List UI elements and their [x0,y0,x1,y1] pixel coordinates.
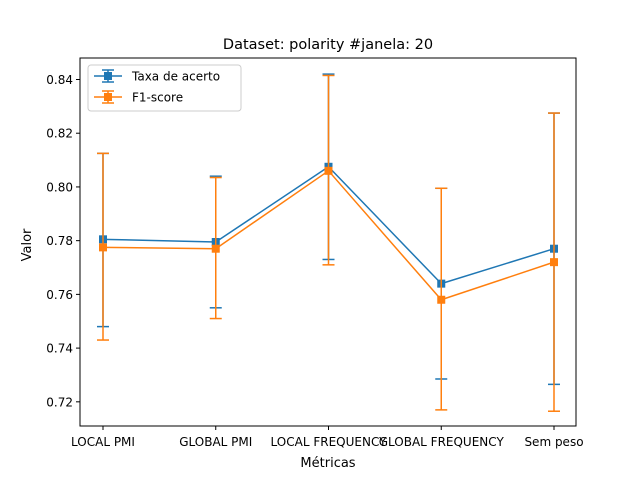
legend-marker [104,72,112,80]
legend-marker [104,93,112,101]
x-tick-label: GLOBAL PMI [179,435,252,449]
y-tick-label: 0.74 [46,342,73,356]
y-tick-label: 0.76 [46,288,73,302]
y-tick-label: 0.80 [46,180,73,194]
x-tick-label: GLOBAL FREQUENCY [379,435,505,449]
y-axis-label: Valor [20,228,35,261]
y-tick-label: 0.72 [46,395,73,409]
data-point [211,244,220,253]
legend-box [87,64,242,112]
x-axis-label: Métricas [300,456,355,471]
x-tick-label: LOCAL PMI [71,435,135,449]
y-tick-label: 0.82 [46,127,73,141]
y-tick-label: 0.84 [46,73,73,87]
plot-frame [79,57,577,427]
legend-label: Taxa de acerto [131,70,220,84]
chart-title: Dataset: polarity #janela: 20 [223,37,433,53]
legend-label: F1-score [132,91,183,105]
data-point [437,295,446,304]
x-tick-label: LOCAL FREQUENCY [271,435,388,449]
data-point [324,166,333,175]
x-tick-label: Sem peso [524,435,583,449]
data-point [550,258,558,267]
data-point [99,243,107,252]
y-tick-label: 0.78 [46,234,73,248]
plot-area: LOCAL PMI GLOBAL PMI LOCAL FREQUENCYGLOBAL… [46,73,583,449]
legend: Taxa de acerto F1-score [87,64,242,112]
